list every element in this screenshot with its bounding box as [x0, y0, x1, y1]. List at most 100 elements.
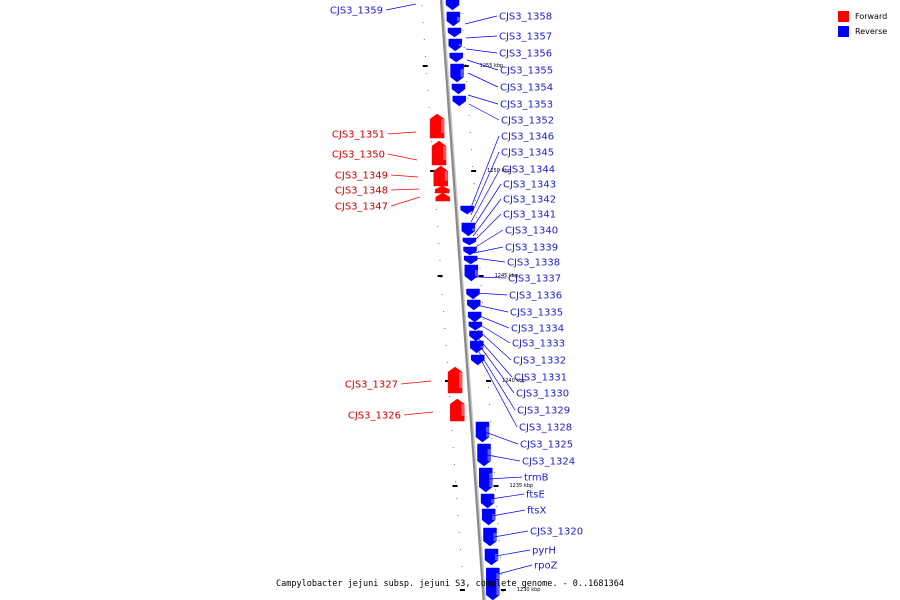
minor-tick-right [501, 574, 503, 575]
forward-gene-block-shade [461, 404, 465, 416]
reverse-gene-label: ftsE [526, 490, 545, 501]
minor-tick-left [426, 73, 428, 74]
minor-tick-left [459, 549, 461, 550]
forward-gene-block [429, 113, 445, 139]
reverse-gene-label: CJS3_1343 [503, 180, 556, 191]
forward-label-leader [385, 3, 417, 11]
reverse-gene-block-shade [489, 473, 493, 487]
reverse-label-leader [464, 15, 498, 25]
forward-gene-block [447, 366, 463, 394]
reverse-gene-label: CJS3_1335 [510, 308, 563, 319]
reverse-label-leader [473, 246, 504, 254]
minor-tick-left [427, 90, 429, 91]
reverse-label-leader [472, 213, 502, 243]
reverse-gene-label: CJS3_1339 [505, 243, 558, 254]
forward-gene-block-shade [443, 146, 447, 160]
forward-gene-label: CJS3_1327 [345, 380, 398, 391]
forward-gene-block [450, 398, 465, 422]
reverse-gene-block [445, 0, 460, 11]
reverse-gene-block [486, 567, 500, 600]
reverse-gene-block-shade [494, 554, 498, 560]
reverse-gene-label: CJS3_1338 [507, 258, 560, 269]
reverse-label-leader [477, 337, 513, 378]
reverse-gene-label: CJS3_1355 [500, 66, 553, 77]
reverse-label-leader [470, 151, 500, 216]
minor-tick-right [467, 98, 469, 99]
minor-tick-right [483, 319, 485, 320]
minor-tick-right [463, 47, 465, 48]
reverse-gene-label: CJS3_1333 [512, 339, 565, 350]
forward-label-leader [400, 380, 432, 385]
scale-tick-right [471, 170, 477, 172]
legend-item-reverse: Reverse [838, 24, 887, 39]
minor-tick-right [471, 149, 473, 150]
reverse-gene-label: ftsX [527, 506, 546, 517]
minor-tick-right [492, 455, 494, 456]
minor-tick-left [424, 56, 426, 57]
minor-tick-right [487, 387, 489, 388]
reverse-label-leader [475, 304, 509, 313]
minor-tick-left [452, 447, 454, 448]
genome-caption: Campylobacter jejuni subsp. jejuni S3, c… [276, 579, 624, 589]
reverse-label-leader [477, 329, 512, 361]
minor-tick-right [486, 370, 488, 371]
forward-label-leader [403, 411, 434, 416]
minor-tick-left [461, 566, 463, 567]
reverse-gene-block-shade [456, 17, 460, 21]
reverse-gene-block [470, 354, 485, 366]
minor-tick-left [446, 362, 448, 363]
reverse-gene-label: CJS3_1340 [505, 226, 558, 237]
minor-tick-left [435, 209, 437, 210]
minor-tick-right [491, 438, 493, 439]
reverse-gene-label: rpoZ [534, 561, 558, 572]
reverse-gene-block-shade [485, 427, 489, 437]
minor-tick-left [444, 328, 446, 329]
reverse-gene-block [484, 548, 499, 566]
minor-tick-right [461, 13, 463, 14]
forward-label-leader [390, 174, 419, 178]
scale-tick-right [500, 589, 506, 591]
minor-tick-right [498, 540, 500, 541]
reverse-label-leader [478, 351, 516, 411]
reverse-label-leader [484, 431, 519, 445]
minor-tick-right [485, 353, 487, 354]
reverse-label-leader [490, 493, 525, 500]
reverse-gene-label: CJS3_1341 [503, 210, 556, 221]
minor-tick-left [443, 311, 445, 312]
forward-label-leader [390, 188, 420, 191]
minor-tick-right [469, 132, 471, 133]
reverse-gene-block [466, 288, 480, 300]
forward-label-leader [390, 196, 421, 207]
legend: Forward Reverse [838, 9, 887, 39]
reverse-gene-block [483, 527, 497, 547]
reverse-gene-block [478, 467, 493, 493]
reverse-gene-label: pyrH [532, 546, 556, 557]
legend-item-forward: Forward [838, 9, 887, 24]
forward-gene-block [431, 140, 447, 166]
reverse-gene-block [448, 38, 463, 52]
scale-tick-left [422, 65, 428, 67]
reverse-gene-label: CJS3_1354 [500, 83, 553, 94]
reverse-gene-block [467, 311, 482, 323]
reverse-label-leader [469, 135, 500, 211]
reverse-label-leader [476, 314, 510, 329]
minor-tick-right [489, 404, 491, 405]
minor-tick-right [502, 591, 504, 592]
forward-label-leader [387, 131, 417, 135]
scale-tick-label: 1235 kbp [510, 483, 534, 489]
reverse-gene-label: CJS3_1328 [519, 423, 572, 434]
reverse-gene-block-shade [474, 270, 478, 276]
minor-tick-left [440, 277, 442, 278]
reverse-gene-label: CJS3_1352 [501, 116, 554, 127]
minor-tick-right [490, 421, 492, 422]
reverse-label-leader [478, 344, 515, 394]
minor-tick-left [456, 498, 458, 499]
reverse-gene-block [463, 255, 478, 265]
minor-tick-left [449, 396, 451, 397]
forward-gene-label: CJS3_1351 [332, 130, 385, 141]
reverse-label-leader [472, 198, 502, 237]
reverse-gene-label: CJS3_1358 [499, 12, 552, 23]
reverse-label-leader [493, 530, 529, 538]
